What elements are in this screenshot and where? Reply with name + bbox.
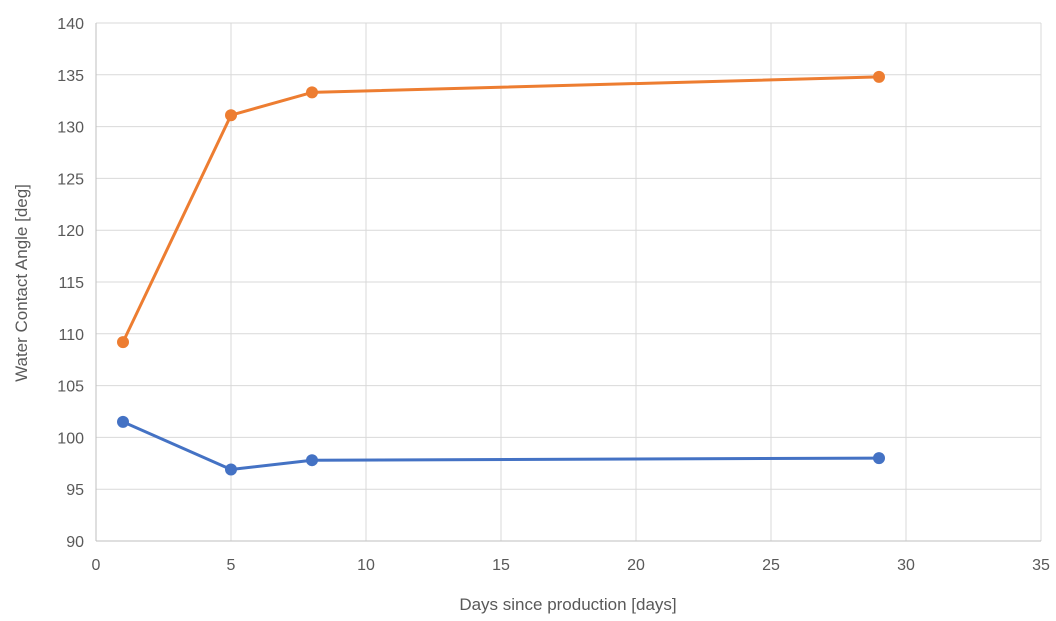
series-2-point [306,86,318,99]
series-1-point [306,454,318,467]
y-tick-label: 95 [66,482,84,499]
y-tick-label: 125 [57,171,84,188]
y-tick-label: 110 [58,327,84,344]
grid [95,22,1042,542]
x-tick-label: 15 [492,557,510,574]
series-1-point [117,415,129,428]
y-tick-label: 100 [57,430,84,447]
x-tick-label: 0 [92,557,101,574]
x-tick-label: 10 [357,557,375,574]
y-tick-label: 135 [57,68,84,85]
series-2-point [117,336,129,349]
y-tick-label: 140 [57,16,84,33]
series-2-point [873,70,885,83]
y-tick-label: 105 [57,379,84,396]
x-tick-label: 5 [227,557,236,574]
series-1-point [873,452,885,465]
series-1 [117,415,885,476]
series-1-point [225,463,237,476]
x-tick-label: 35 [1032,557,1050,574]
series-1-line [121,420,881,471]
y-axis-title: Water Contact Angle [deg] [12,184,31,382]
x-tick-label: 25 [762,557,780,574]
y-tick-label: 120 [57,223,84,240]
x-tick-label: 20 [627,557,645,574]
tick-labels: 90 95 100 105 110 115 120 125 130 135 140 0 5 10 15 20 2… [57,16,1050,574]
series-2-line [121,75,881,344]
series-2 [117,70,885,349]
series-2-point [225,109,237,122]
series [117,70,885,476]
y-tick-label: 90 [66,534,84,551]
x-tick-label: 30 [897,557,915,574]
y-tick-label: 115 [58,275,84,292]
y-tick-label: 130 [57,120,84,137]
x-axis-title: Days since production [days] [459,595,676,614]
